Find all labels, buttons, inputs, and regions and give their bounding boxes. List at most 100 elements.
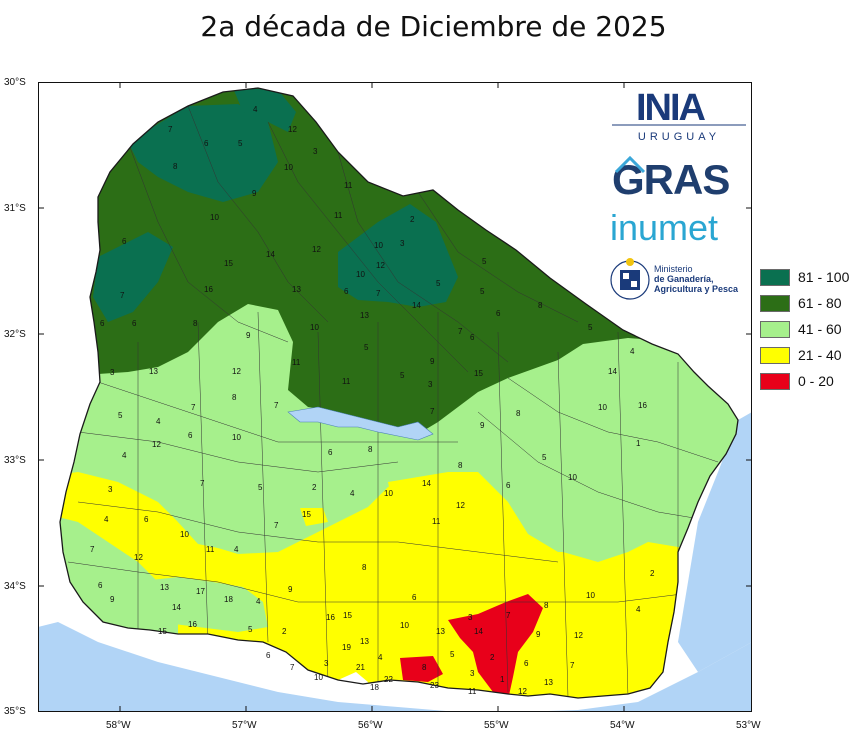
- zone-class-0-20-a: [448, 594, 543, 698]
- zone-label: 11: [344, 181, 353, 190]
- zone-label: 3: [400, 239, 405, 248]
- zone-label: 6: [204, 139, 209, 148]
- zone-class-81-100-a: [128, 104, 278, 202]
- legend-swatch: [760, 372, 790, 390]
- zone-label: 15: [474, 369, 483, 378]
- zone-label: 5: [542, 453, 547, 462]
- zone-label: 9: [252, 189, 257, 198]
- zone-label: 2: [650, 569, 655, 578]
- lon-label: 58°W: [106, 720, 131, 731]
- zone-label: 6: [344, 287, 349, 296]
- zone-label: 13: [360, 311, 369, 320]
- legend-label: 41 - 60: [798, 321, 842, 337]
- map-frame: 4 12 5 6 7 8 3 10 9 11 10 14 15 16 13 12…: [38, 82, 752, 712]
- atlantic-water: [678, 412, 752, 672]
- zone-label: 4: [350, 489, 355, 498]
- zone-label: 12: [134, 553, 143, 562]
- zone-label: 5: [480, 287, 485, 296]
- zone-label: 9: [246, 331, 251, 340]
- zone-label: 6: [266, 651, 271, 660]
- zone-label: 6: [470, 333, 475, 342]
- zone-label: 10: [568, 473, 577, 482]
- zone-label: 6: [98, 581, 103, 590]
- zone-label: 14: [474, 627, 483, 636]
- zone-label: 18: [224, 595, 233, 604]
- zone-label: 7: [168, 125, 173, 134]
- zone-label: 15: [158, 627, 167, 636]
- zone-label: 4: [122, 451, 127, 460]
- zone-label: 8: [538, 301, 543, 310]
- zone-label: 12: [152, 440, 161, 449]
- zone-label: 16: [204, 285, 213, 294]
- zone-label: 14: [172, 603, 181, 612]
- zone-label: 4: [156, 417, 161, 426]
- zone-label: 10: [310, 323, 319, 332]
- lon-label: 57°W: [232, 720, 257, 731]
- zone-label: 6: [188, 431, 193, 440]
- zone-label: 10: [586, 591, 595, 600]
- zone-label: 2: [490, 653, 495, 662]
- ministerio-line: Agricultura y Pesca: [654, 284, 739, 294]
- zone-label: 10: [180, 530, 189, 539]
- zone-label: 15: [302, 510, 311, 519]
- lon-label: 54°W: [610, 720, 635, 731]
- zone-label: 6: [328, 448, 333, 457]
- inumet-logo-text: inumet: [610, 207, 718, 248]
- lon-label: 53°W: [736, 720, 761, 731]
- zone-label: 6: [132, 319, 137, 328]
- zone-label: 7: [120, 291, 125, 300]
- logos-svg: INIA URUGUAY GRAS inumet Ministerio de G…: [610, 87, 746, 300]
- zone-label: 7: [290, 663, 295, 672]
- zone-label: 7: [274, 401, 279, 410]
- ministerio-line: de Ganadería,: [654, 274, 714, 284]
- lat-label: 31°S: [4, 203, 26, 214]
- gras-logo: GRAS: [612, 155, 730, 203]
- lat-label: 33°S: [4, 455, 26, 466]
- zone-label: 22: [384, 675, 393, 684]
- zone-label: 7: [200, 479, 205, 488]
- zone-label: 9: [536, 630, 541, 639]
- inia-logo-text: INIA: [636, 87, 706, 129]
- zone-class-81-100-c: [338, 204, 458, 307]
- zone-label: 4: [104, 515, 109, 524]
- zone-label: 5: [450, 650, 455, 659]
- lat-label: 35°S: [4, 706, 26, 717]
- zone-label: 4: [378, 653, 383, 662]
- legend-item: 21 - 40: [760, 342, 849, 368]
- zone-label: 6: [412, 593, 417, 602]
- zone-label: 13: [544, 678, 553, 687]
- zone-label: 13: [160, 583, 169, 592]
- zone-labels: 4 12 5 6 7 8 3 10 9 11 10 14 15 16 13 12…: [90, 105, 655, 696]
- zone-label: 1: [636, 439, 641, 448]
- zone-label: 6: [122, 237, 127, 246]
- inia-sub-text: URUGUAY: [638, 131, 720, 143]
- legend-item: 0 - 20: [760, 368, 849, 394]
- ministerio-line: Ministerio: [654, 264, 693, 274]
- zone-label: 16: [188, 620, 197, 629]
- legend-label: 81 - 100: [798, 269, 850, 285]
- lat-label: 32°S: [4, 329, 26, 340]
- map-border: [38, 82, 752, 712]
- zone-label: 14: [608, 367, 617, 376]
- zone-label: 2: [282, 627, 287, 636]
- uruguay-outline: [59, 87, 739, 699]
- zone-label: 5: [482, 257, 487, 266]
- zone-label: 1: [500, 675, 505, 684]
- lat-label: 34°S: [4, 581, 26, 592]
- legend-swatch: [760, 268, 790, 286]
- zone-label: 12: [232, 367, 241, 376]
- zone-label: 5: [238, 139, 243, 148]
- zone-label: 3: [470, 669, 475, 678]
- map-svg: 4 12 5 6 7 8 3 10 9 11 10 14 15 16 13 12…: [38, 82, 752, 712]
- zone-label: 4: [253, 105, 258, 114]
- legend-swatch: [760, 294, 790, 312]
- zone-label: 9: [430, 357, 435, 366]
- zone-label: 11: [292, 358, 301, 367]
- zone-label: 4: [234, 545, 239, 554]
- lon-label: 55°W: [484, 720, 509, 731]
- zone-label: 14: [266, 250, 275, 259]
- zone-label: 10: [400, 621, 409, 630]
- zone-label: 7: [191, 403, 196, 412]
- zone-label: 8: [362, 563, 367, 572]
- subzone-borders: [67, 105, 719, 698]
